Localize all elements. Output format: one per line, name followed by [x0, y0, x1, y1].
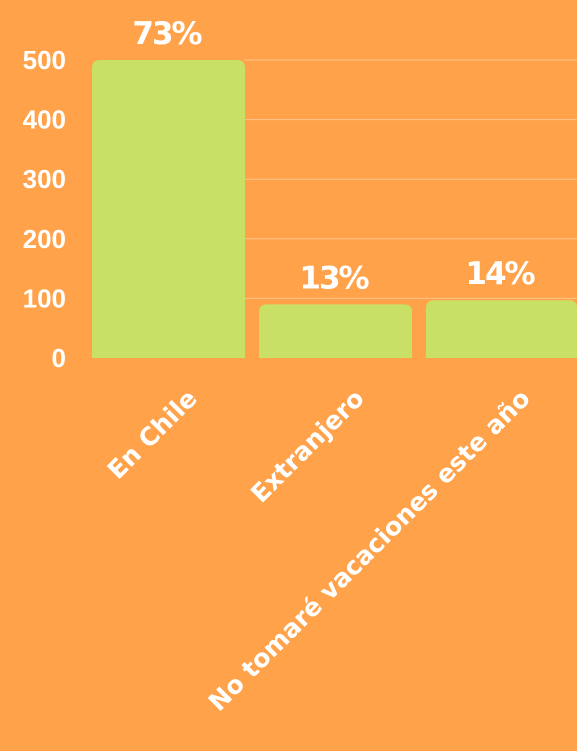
bar — [92, 60, 245, 358]
data-label: 14% — [465, 256, 535, 292]
y-tick-label: 300 — [23, 164, 66, 194]
y-tick-label: 200 — [23, 224, 66, 254]
y-tick-label: 100 — [23, 283, 66, 313]
x-tick-label: En Chile — [102, 384, 203, 485]
gridlines — [244, 59, 577, 299]
y-tick-label: 400 — [23, 105, 66, 135]
data-labels: 73% 13% 14% — [132, 16, 537, 296]
bars — [92, 60, 577, 358]
bar — [426, 300, 577, 358]
data-label: 13% — [299, 260, 369, 296]
y-axis-tick-labels: 0 100 200 300 400 500 — [23, 45, 66, 373]
data-label: 73% — [132, 16, 202, 52]
x-tick-label: No tomaré vacaciones este año — [203, 384, 536, 717]
y-tick-label: 0 — [52, 343, 66, 373]
x-tick-label: Extranjero — [245, 384, 370, 509]
bar — [259, 304, 412, 358]
y-tick-label: 500 — [23, 45, 66, 75]
